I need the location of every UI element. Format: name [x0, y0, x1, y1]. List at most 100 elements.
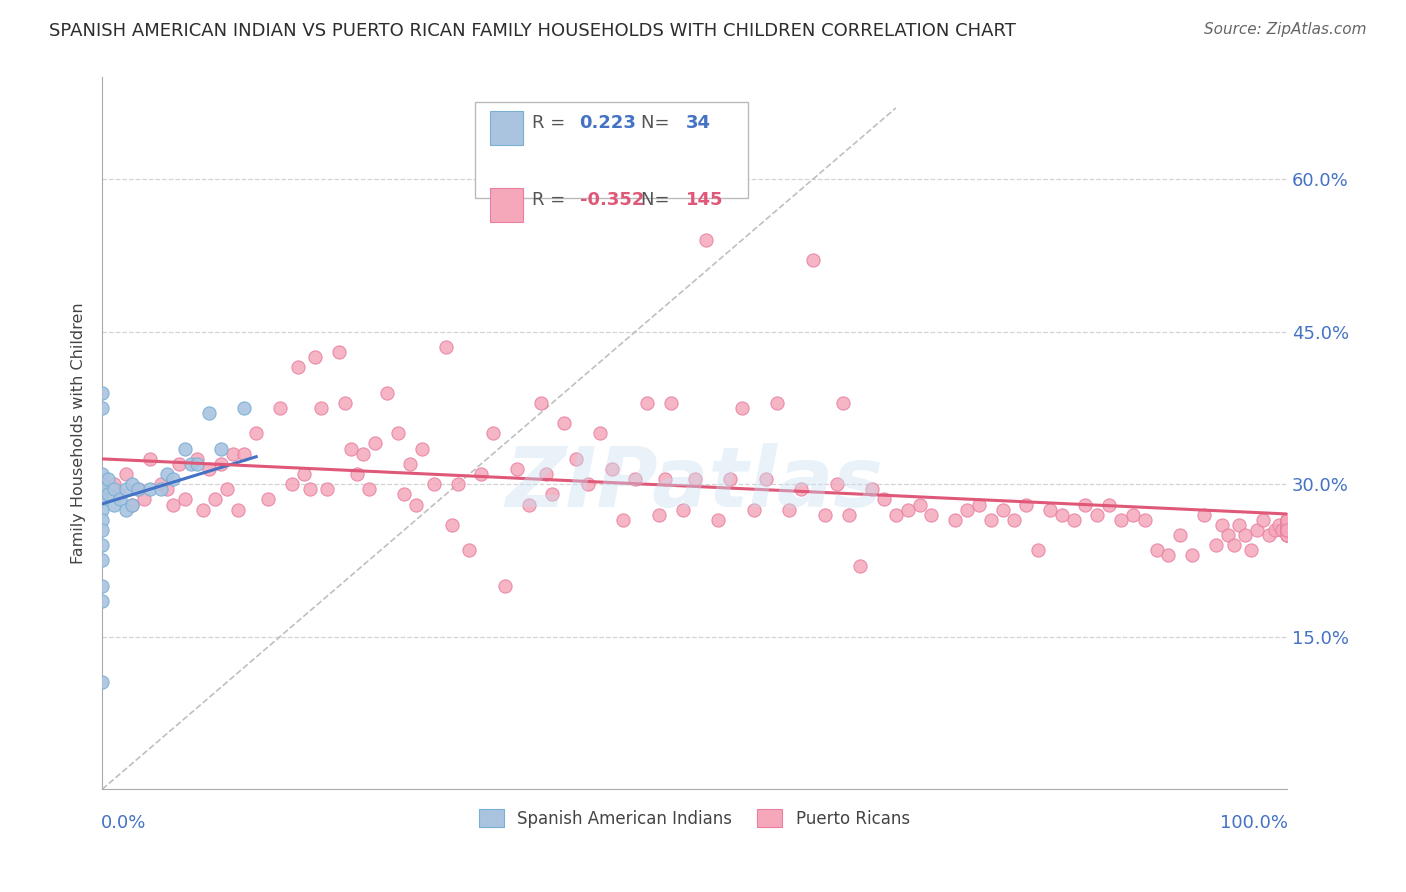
Point — [1157, 549, 1180, 563]
Point — [304, 350, 326, 364]
Point — [138, 482, 160, 496]
Point — [612, 513, 634, 527]
Point — [287, 360, 309, 375]
Point — [311, 401, 333, 415]
Point — [292, 467, 315, 481]
Point — [991, 502, 1014, 516]
Point — [233, 447, 256, 461]
Point — [316, 482, 339, 496]
Point — [328, 345, 350, 359]
Point — [831, 396, 853, 410]
Point — [346, 467, 368, 481]
Point — [221, 447, 243, 461]
Point — [1275, 528, 1298, 542]
Text: ZIPatlas: ZIPatlas — [506, 442, 883, 524]
Point — [387, 426, 409, 441]
Point — [1146, 543, 1168, 558]
Point — [1015, 498, 1038, 512]
Bar — [489, 111, 523, 145]
Point — [648, 508, 671, 522]
Point — [1275, 517, 1298, 532]
Point — [1271, 523, 1294, 537]
Point — [127, 482, 149, 496]
Point — [766, 396, 789, 410]
Point — [156, 467, 179, 481]
Point — [897, 502, 920, 516]
Point — [1275, 513, 1298, 527]
Point — [1246, 523, 1268, 537]
Point — [1181, 549, 1204, 563]
Point — [470, 467, 492, 481]
Point — [91, 594, 114, 608]
Point — [494, 579, 516, 593]
Point — [257, 492, 280, 507]
Point — [529, 396, 551, 410]
Point — [956, 502, 979, 516]
Point — [91, 579, 114, 593]
Point — [742, 502, 765, 516]
Point — [589, 426, 612, 441]
Legend: Spanish American Indians, Puerto Ricans: Spanish American Indians, Puerto Ricans — [472, 803, 917, 834]
Point — [659, 396, 682, 410]
Point — [1109, 513, 1132, 527]
Text: 0.0%: 0.0% — [101, 814, 146, 832]
Point — [446, 477, 468, 491]
Point — [849, 558, 872, 573]
Bar — [489, 187, 523, 222]
Point — [943, 513, 966, 527]
Point — [1275, 513, 1298, 527]
Point — [731, 401, 754, 415]
Point — [576, 477, 599, 491]
Point — [405, 498, 427, 512]
Point — [423, 477, 446, 491]
Point — [1234, 528, 1257, 542]
Point — [108, 487, 131, 501]
Point — [167, 457, 190, 471]
Point — [967, 498, 990, 512]
Point — [790, 482, 813, 496]
Point — [1063, 513, 1085, 527]
Point — [1122, 508, 1144, 522]
Point — [672, 502, 695, 516]
Point — [1133, 513, 1156, 527]
Text: Source: ZipAtlas.com: Source: ZipAtlas.com — [1204, 22, 1367, 37]
Point — [121, 498, 143, 512]
Point — [156, 482, 179, 496]
Point — [1275, 513, 1298, 527]
Point — [683, 472, 706, 486]
Point — [624, 472, 647, 486]
Point — [908, 498, 931, 512]
Point — [91, 385, 114, 400]
Point — [1251, 513, 1274, 527]
Text: -0.352: -0.352 — [579, 191, 644, 209]
Point — [1240, 543, 1263, 558]
Point — [1275, 523, 1298, 537]
Point — [180, 457, 202, 471]
Point — [162, 498, 184, 512]
Point — [482, 426, 505, 441]
Point — [269, 401, 291, 415]
Point — [873, 492, 896, 507]
Point — [191, 502, 214, 516]
Point — [91, 502, 114, 516]
Point — [860, 482, 883, 496]
Point — [1205, 538, 1227, 552]
Point — [174, 492, 197, 507]
Point — [565, 451, 588, 466]
Point — [718, 472, 741, 486]
Point — [1275, 523, 1298, 537]
Point — [357, 482, 380, 496]
Point — [91, 513, 114, 527]
Point — [1275, 523, 1298, 537]
Point — [103, 482, 125, 496]
Point — [1002, 513, 1025, 527]
Point — [1275, 517, 1298, 532]
Point — [399, 457, 422, 471]
Point — [103, 498, 125, 512]
Point — [97, 472, 120, 486]
Point — [233, 401, 256, 415]
Point — [103, 477, 125, 491]
Point — [1229, 517, 1251, 532]
Point — [434, 340, 457, 354]
Point — [695, 233, 717, 247]
